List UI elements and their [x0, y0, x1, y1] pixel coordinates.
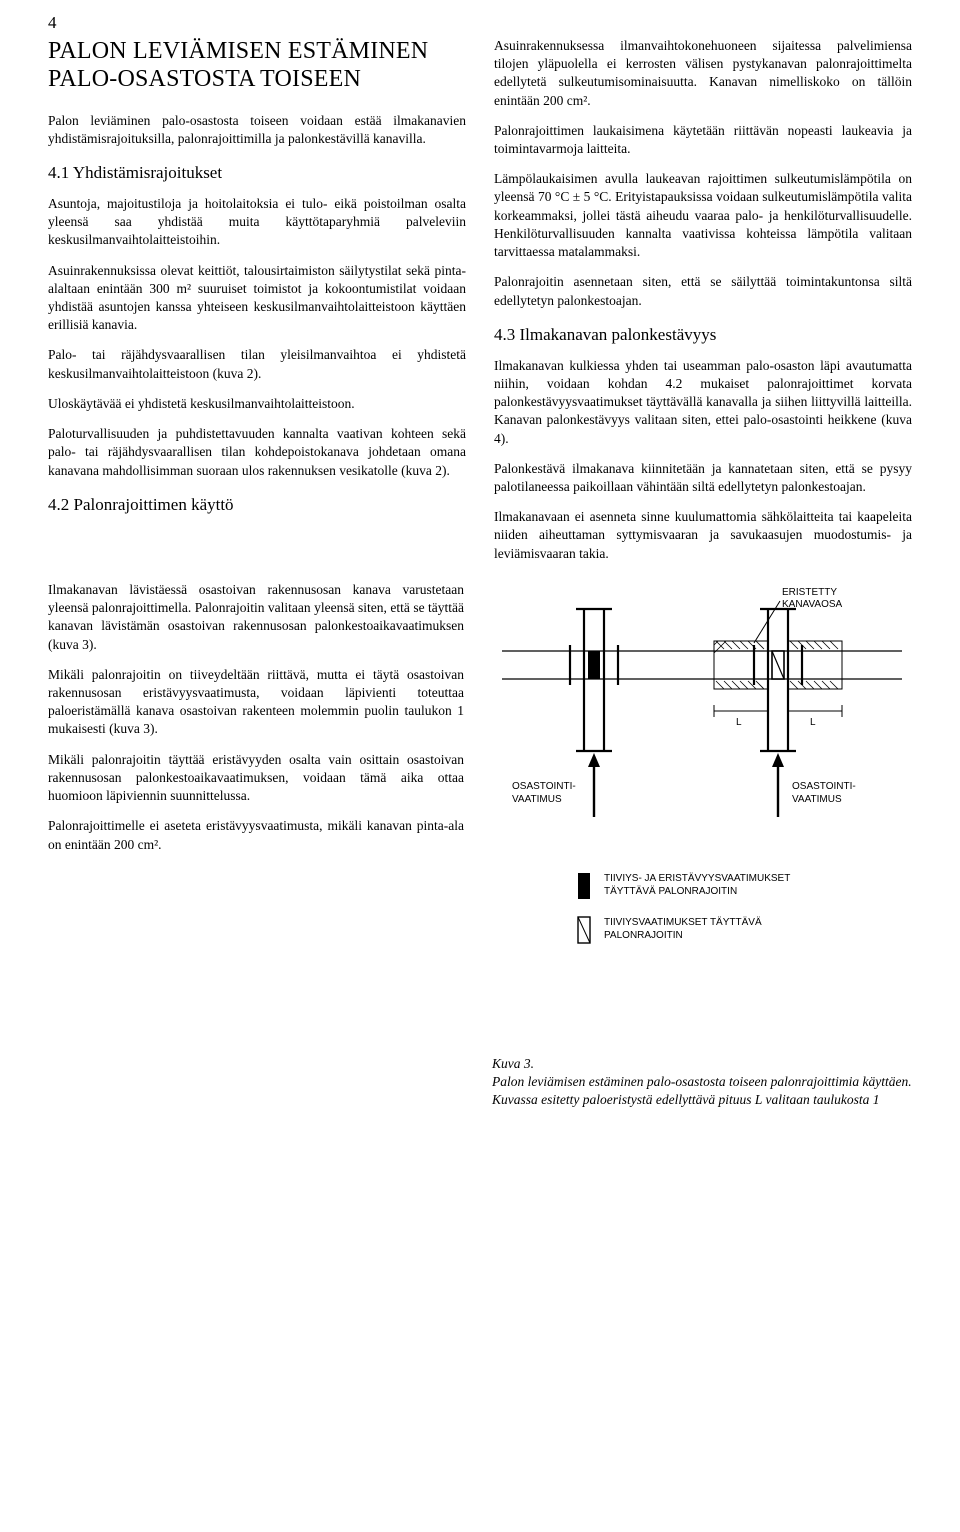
fig3-label-right-2: VAATIMUS: [792, 794, 842, 805]
right-p1: Asuinrakennuksessa ilmanvaihtokonehuonee…: [494, 37, 912, 110]
heading-4-3: 4.3 Ilmakanavan palonkestävyys: [494, 324, 912, 347]
fig3-arrow-right: [772, 753, 784, 817]
fig3-label-left-1: OSASTOINTI-: [512, 781, 576, 792]
figure-3-caption-body: Palon leviämisen estäminen palo-osastost…: [492, 1074, 912, 1107]
para-4-1-c: Palo- tai räjähdysvaarallisen tilan ylei…: [48, 346, 466, 382]
page-number: 4: [48, 12, 912, 35]
fig3-dim-l-right: L: [810, 717, 816, 728]
right-column: Asuinrakennuksessa ilmanvaihtokonehuonee…: [494, 37, 912, 575]
para-4-3-b: Palonkestävä ilmakanava kiinnitetään ja …: [494, 460, 912, 496]
main-heading: PALON LEVIÄMISEN ESTÄMINEN PALO-OSASTOST…: [48, 37, 466, 94]
fig3-label-left-2: VAATIMUS: [512, 794, 562, 805]
fig3-label-right-1: OSASTOINTI-: [792, 781, 856, 792]
full-p1: Ilmakanavan lävistäessä osastoivan raken…: [48, 581, 464, 654]
lower-left-text: Ilmakanavan lävistäessä osastoivan raken…: [48, 581, 464, 1110]
fig3-label-top-1: ERISTETTY: [782, 587, 837, 598]
full-p3: Mikäli palonrajoitin täyttää eristävyyde…: [48, 751, 464, 806]
fig3-damper-solid: [588, 651, 600, 679]
para-4-3-a: Ilmakanavan kulkiessa yhden tai useamman…: [494, 357, 912, 448]
para-4-3-c: Ilmakanavaan ei asenneta sinne kuulumatt…: [494, 508, 912, 563]
para-4-1-a: Asuntoja, majoitustiloja ja hoitolaitoks…: [48, 195, 466, 250]
para-4-1-b: Asuinrakennuksissa olevat keittiöt, talo…: [48, 262, 466, 335]
fig3-dim-l-left: L: [736, 717, 742, 728]
heading-4-1: 4.1 Yhdistämisrajoitukset: [48, 162, 466, 185]
fig3-legend1-line1: TIIVIYS- JA ERISTÄVYYSVAATIMUKSET: [604, 872, 790, 884]
right-p2: Palonrajoittimen laukaisimena käytetään …: [494, 122, 912, 158]
para-4-1-e: Paloturvallisuuden ja puhdistettavuuden …: [48, 425, 466, 480]
figure-3-svg: ERISTETTY KANAVAOSA: [492, 581, 912, 1051]
heading-4-2: 4.2 Palonrajoittimen käyttö: [48, 494, 466, 517]
figure-3-caption: Kuva 3. Palon leviämisen estäminen palo-…: [492, 1055, 912, 1110]
intro-paragraph: Palon leviäminen palo-osastosta toiseen …: [48, 112, 466, 148]
figure-3: ERISTETTY KANAVAOSA: [492, 581, 912, 1110]
right-p4: Palonrajoitin asennetaan siten, että se …: [494, 273, 912, 309]
full-p2: Mikäli palonrajoitin on tiiveydeltään ri…: [48, 666, 464, 739]
fig3-legend2-line1: TIIVIYSVAATIMUKSET TÄYTTÄVÄ: [604, 916, 762, 928]
right-p3: Lämpölaukaisimen avulla laukeavan rajoit…: [494, 170, 912, 261]
fig3-legend1-line2: TÄYTTÄVÄ PALONRAJOITIN: [604, 885, 737, 897]
left-column: PALON LEVIÄMISEN ESTÄMINEN PALO-OSASTOST…: [48, 37, 466, 575]
para-4-1-d: Uloskäytävää ei yhdistetä keskusilmanvai…: [48, 395, 466, 413]
full-p4: Palonrajoittimelle ei aseteta eristävyys…: [48, 817, 464, 853]
fig3-legend-solid-icon: [578, 873, 590, 899]
fig3-arrow-left: [588, 753, 600, 817]
figure-3-caption-title: Kuva 3.: [492, 1056, 534, 1071]
fig3-legend2-line2: PALONRAJOITIN: [604, 930, 683, 941]
